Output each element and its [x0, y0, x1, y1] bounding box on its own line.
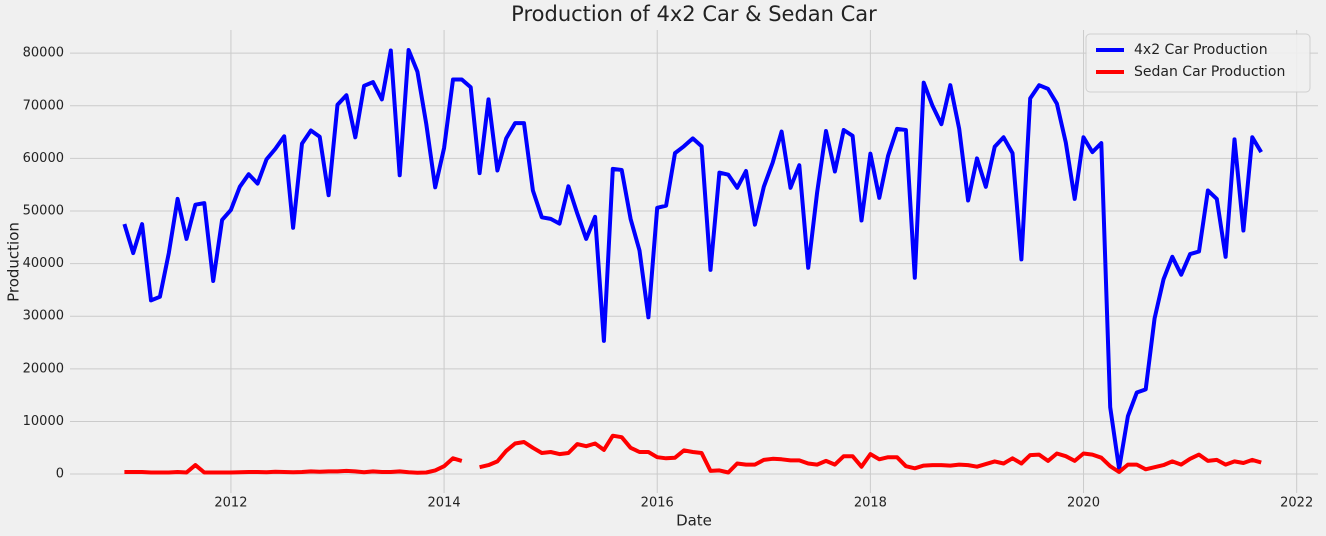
x-tick-label: 2018: [854, 496, 887, 511]
legend-label: Sedan Car Production: [1134, 64, 1285, 80]
x-tick-label: 2022: [1280, 496, 1313, 511]
y-tick-label: 60000: [23, 151, 64, 166]
y-tick-label: 30000: [23, 309, 64, 324]
x-tick-label: 2020: [1067, 496, 1100, 511]
y-tick-label: 40000: [23, 256, 64, 271]
y-axis-label: Production: [5, 222, 23, 302]
y-tick-label: 50000: [23, 203, 64, 218]
data-line: [124, 433, 1262, 475]
x-tick-label: 2016: [641, 496, 674, 511]
y-tick-label: 80000: [23, 46, 64, 61]
data-line: [122, 48, 1263, 471]
y-tick-label: 20000: [23, 361, 64, 376]
chart-title: Production of 4x2 Car & Sedan Car: [511, 2, 877, 26]
x-tick-label: 2014: [428, 496, 461, 511]
legend: 4x2 Car Production Sedan Car Production: [1085, 33, 1311, 93]
y-tick-label: 70000: [23, 98, 64, 113]
x-tick-label: 2012: [214, 496, 247, 511]
legend-label: 4x2 Car Production: [1134, 42, 1268, 58]
legend-box: [1085, 33, 1311, 93]
y-tick-label: 10000: [23, 414, 64, 429]
y-tick-label: 0: [56, 467, 64, 482]
x-axis-label: Date: [676, 512, 712, 530]
